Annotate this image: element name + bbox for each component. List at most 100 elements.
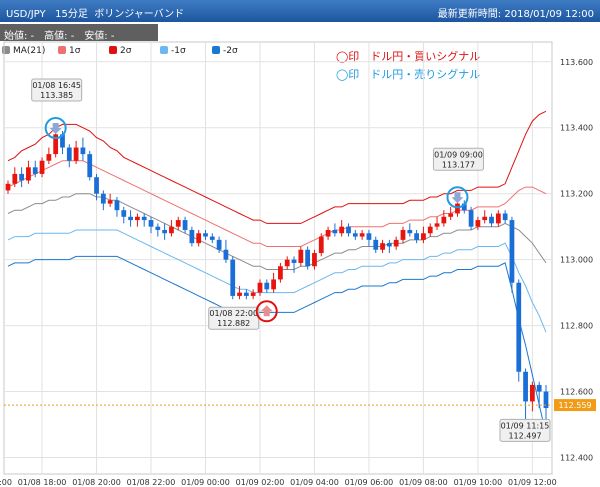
candle-body — [298, 249, 304, 263]
candle-body — [39, 160, 45, 174]
candle-body — [80, 147, 86, 155]
legend-item-m2[interactable]: -2σ — [212, 46, 238, 56]
annotation-date: 01/08 16:45 — [32, 81, 81, 90]
y-tick-label: 112.600 — [560, 388, 593, 397]
legend-item-ma21[interactable]: MA(21) — [2, 46, 45, 56]
candle-body — [148, 220, 154, 227]
band-ma21 — [7, 193, 547, 270]
p2-swatch-icon — [109, 46, 117, 54]
annotation-box — [31, 78, 83, 102]
candle-body — [312, 253, 317, 267]
x-tick-label: 01/09 10:00 — [454, 478, 503, 487]
timeframe-label: 15分足 — [55, 9, 88, 20]
candle-body — [155, 226, 161, 230]
candle-body — [455, 203, 460, 214]
legend-item-m1[interactable]: -1σ — [160, 46, 186, 56]
x-tick-label: 01/09 08:00 — [399, 478, 448, 487]
candle-body — [359, 233, 365, 237]
candle-body — [366, 233, 372, 240]
m1-swatch-icon — [160, 46, 168, 54]
candle-body — [434, 223, 440, 227]
ma21-swatch-icon — [2, 46, 10, 54]
candle-body — [448, 213, 454, 217]
candle-body — [107, 200, 113, 204]
candle-body — [346, 226, 351, 234]
candle-body — [400, 229, 406, 240]
candle-body — [87, 154, 93, 178]
down-arrow-icon — [49, 123, 62, 135]
candle-body — [339, 226, 345, 234]
y-tick-label: 113.400 — [560, 124, 593, 133]
annotation-box — [432, 147, 484, 171]
candle-body — [482, 216, 488, 221]
candle-body — [332, 229, 338, 234]
candle-body — [46, 154, 52, 161]
title-bar: USD/JPY 15分足 ボリンジャーバンド 最新更新時間: 2018/01/0… — [0, 0, 600, 22]
candle-body — [441, 216, 447, 224]
candle-body — [121, 210, 127, 217]
x-tick-label: 01/09 02:00 — [236, 478, 285, 487]
candle-body — [421, 233, 426, 240]
candle-body — [135, 216, 140, 221]
m2-swatch-icon — [212, 46, 220, 54]
candle-body — [489, 216, 494, 224]
candles — [5, 131, 549, 425]
candle-body — [373, 239, 379, 250]
legend-label: 2σ — [120, 46, 132, 56]
ohlc-high: 高値: - — [44, 31, 75, 42]
candle-body — [352, 233, 358, 237]
candle-body — [543, 391, 549, 409]
candle-body — [12, 173, 18, 184]
annotation-date: 01/08 22:00 — [209, 309, 258, 318]
candle-body — [32, 167, 38, 174]
candle-body — [196, 233, 202, 244]
x-tick-label: 01/09 04:00 — [290, 478, 339, 487]
x-tick-label: 01/08 18:00 — [18, 478, 67, 487]
candle-body — [475, 220, 481, 227]
y-tick-label: 113.200 — [560, 190, 593, 199]
annotation-box — [499, 418, 551, 442]
candle-body — [407, 229, 413, 234]
candle-body — [523, 371, 528, 402]
x-tick-label: 01/09 12:00 — [508, 478, 557, 487]
y-tick-label: 113.600 — [560, 58, 593, 67]
legend-item-p1[interactable]: 1σ — [58, 46, 80, 56]
candle-body — [73, 147, 79, 161]
candle-body — [230, 259, 236, 296]
candle-body — [19, 173, 25, 181]
sell-signal-circle-icon — [44, 117, 67, 140]
annotation-value: 113.385 — [40, 91, 73, 100]
candle-body — [393, 239, 399, 247]
band-m1 — [7, 229, 547, 333]
candle-body — [169, 226, 174, 234]
legend-label: -2σ — [223, 46, 238, 56]
annotation-value: 112.882 — [217, 319, 250, 328]
candle-body — [53, 134, 59, 155]
candle-body — [271, 279, 276, 290]
candle-body — [128, 216, 133, 221]
candle-body — [223, 249, 229, 260]
annotation-value: 112.497 — [508, 431, 541, 440]
candle-body — [495, 213, 501, 224]
x-tick-label: 01/08 20:00 — [72, 478, 121, 487]
legend-label: MA(21) — [13, 46, 46, 56]
current-price-label: 112.559 — [558, 401, 591, 410]
grid — [3, 41, 553, 475]
x-tick-label: 01/08 22:00 — [127, 478, 176, 487]
band-m2 — [7, 255, 547, 435]
update-label: 最新更新時間: — [437, 9, 502, 20]
chart-title: USD/JPY 15分足 ボリンジャーバンド — [6, 5, 184, 20]
y-tick-label: 112.800 — [560, 322, 593, 331]
candle-body — [237, 292, 242, 296]
candle-body — [427, 226, 433, 234]
candle-body — [100, 193, 106, 204]
ohlc-low: 安値: - — [84, 31, 115, 42]
indicator-label: ボリンジャーバンド — [94, 9, 185, 20]
candle-body — [257, 282, 263, 293]
ohlc-close: 終値: - — [4, 49, 35, 60]
band-p2 — [7, 110, 547, 224]
legend-item-p2[interactable]: 2σ — [109, 46, 131, 56]
x-tick-label: 01/09 00:00 — [181, 478, 230, 487]
